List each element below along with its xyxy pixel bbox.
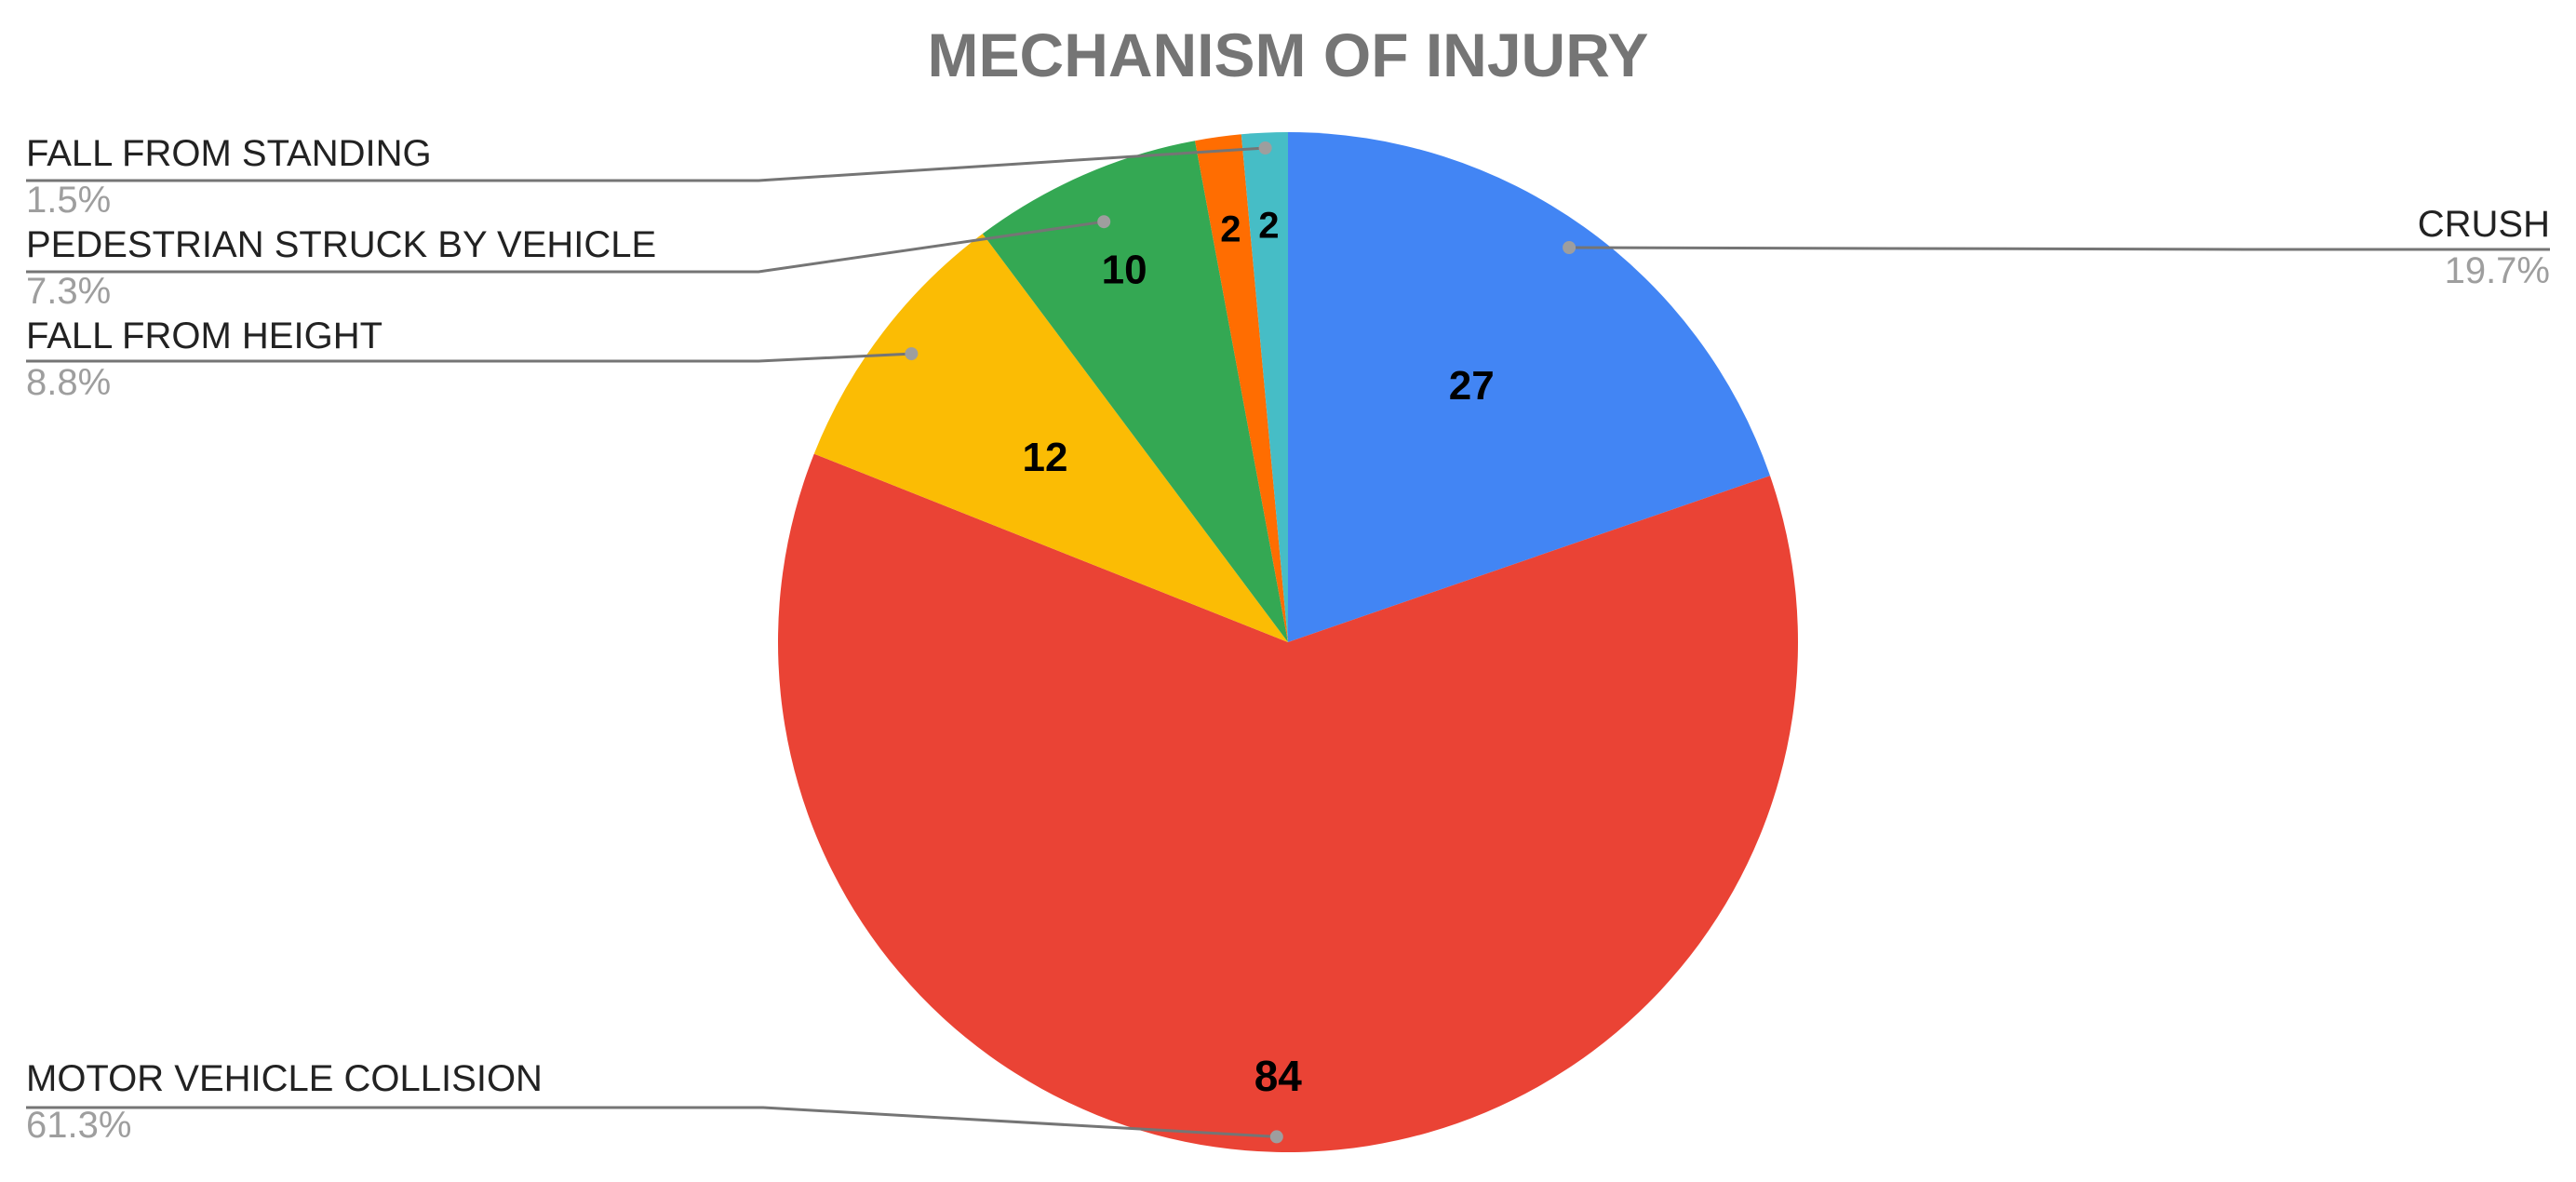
value-labels: 27 84 12 10 2 2: [1023, 206, 1495, 1101]
value-label-slice-4: 2: [1220, 208, 1241, 249]
pie-slice-pedestrian-struck-by-vehicle: [982, 141, 1288, 642]
slice-labels: CRUSH 19.7% MOTOR VEHICLE COLLISION 61.3% FA…: [26, 133, 2550, 1146]
slice-percent-crush: 19.7%: [2445, 250, 2550, 291]
pie-slices: [777, 132, 1798, 1153]
slice-label-crush: CRUSH: [2418, 204, 2550, 245]
leader-line-fall-from-standing: [26, 146, 1266, 182]
slice-percent-fall-from-height: 8.8%: [26, 362, 111, 403]
value-label-crush: 27: [1449, 363, 1495, 409]
pie-slice-fall-from-height: [813, 234, 1288, 642]
slice-label-motor-vehicle-collision: MOTOR VEHICLE COLLISION: [26, 1058, 543, 1099]
value-label-fall-from-standing: 2: [1258, 206, 1279, 247]
pie-slice-slice-4: [1195, 134, 1288, 643]
slice-percent-pedestrian-struck-by-vehicle: 7.3%: [26, 271, 111, 312]
pie-slice-motor-vehicle-collision: [777, 453, 1798, 1153]
slice-label-fall-from-height: FALL FROM HEIGHT: [26, 316, 382, 356]
leader-line-motor-vehicle-collision: [26, 1106, 1277, 1138]
value-label-motor-vehicle-collision: 84: [1254, 1052, 1303, 1100]
slice-label-pedestrian-struck-by-vehicle: PEDESTRIAN STRUCK BY VEHICLE: [26, 224, 656, 265]
value-label-fall-from-height: 12: [1023, 435, 1068, 480]
value-label-pedestrian-struck-by-vehicle: 10: [1102, 247, 1147, 292]
leader-line-pedestrian-struck-by-vehicle: [26, 220, 1105, 274]
slice-percent-motor-vehicle-collision: 61.3%: [26, 1105, 131, 1146]
leader-dot-motor-vehicle-collision: [1269, 1130, 1283, 1144]
pie-slice-fall-from-standing: [1241, 132, 1288, 642]
pie-slice-crush: [1288, 132, 1770, 642]
leader-dot-fall-from-standing: [1258, 141, 1272, 154]
leader-line-fall-from-height: [26, 352, 912, 363]
leader-dot-crush: [1563, 241, 1576, 254]
slice-percent-fall-from-standing: 1.5%: [26, 180, 111, 221]
chart-title: MECHANISM OF INJURY: [928, 20, 1649, 89]
leader-lines: [26, 141, 2550, 1144]
leader-line-crush: [1569, 246, 2550, 251]
leader-dot-fall-from-height: [905, 347, 919, 361]
slice-label-fall-from-standing: FALL FROM STANDING: [26, 133, 432, 174]
leader-dot-pedestrian-struck-by-vehicle: [1097, 215, 1111, 229]
